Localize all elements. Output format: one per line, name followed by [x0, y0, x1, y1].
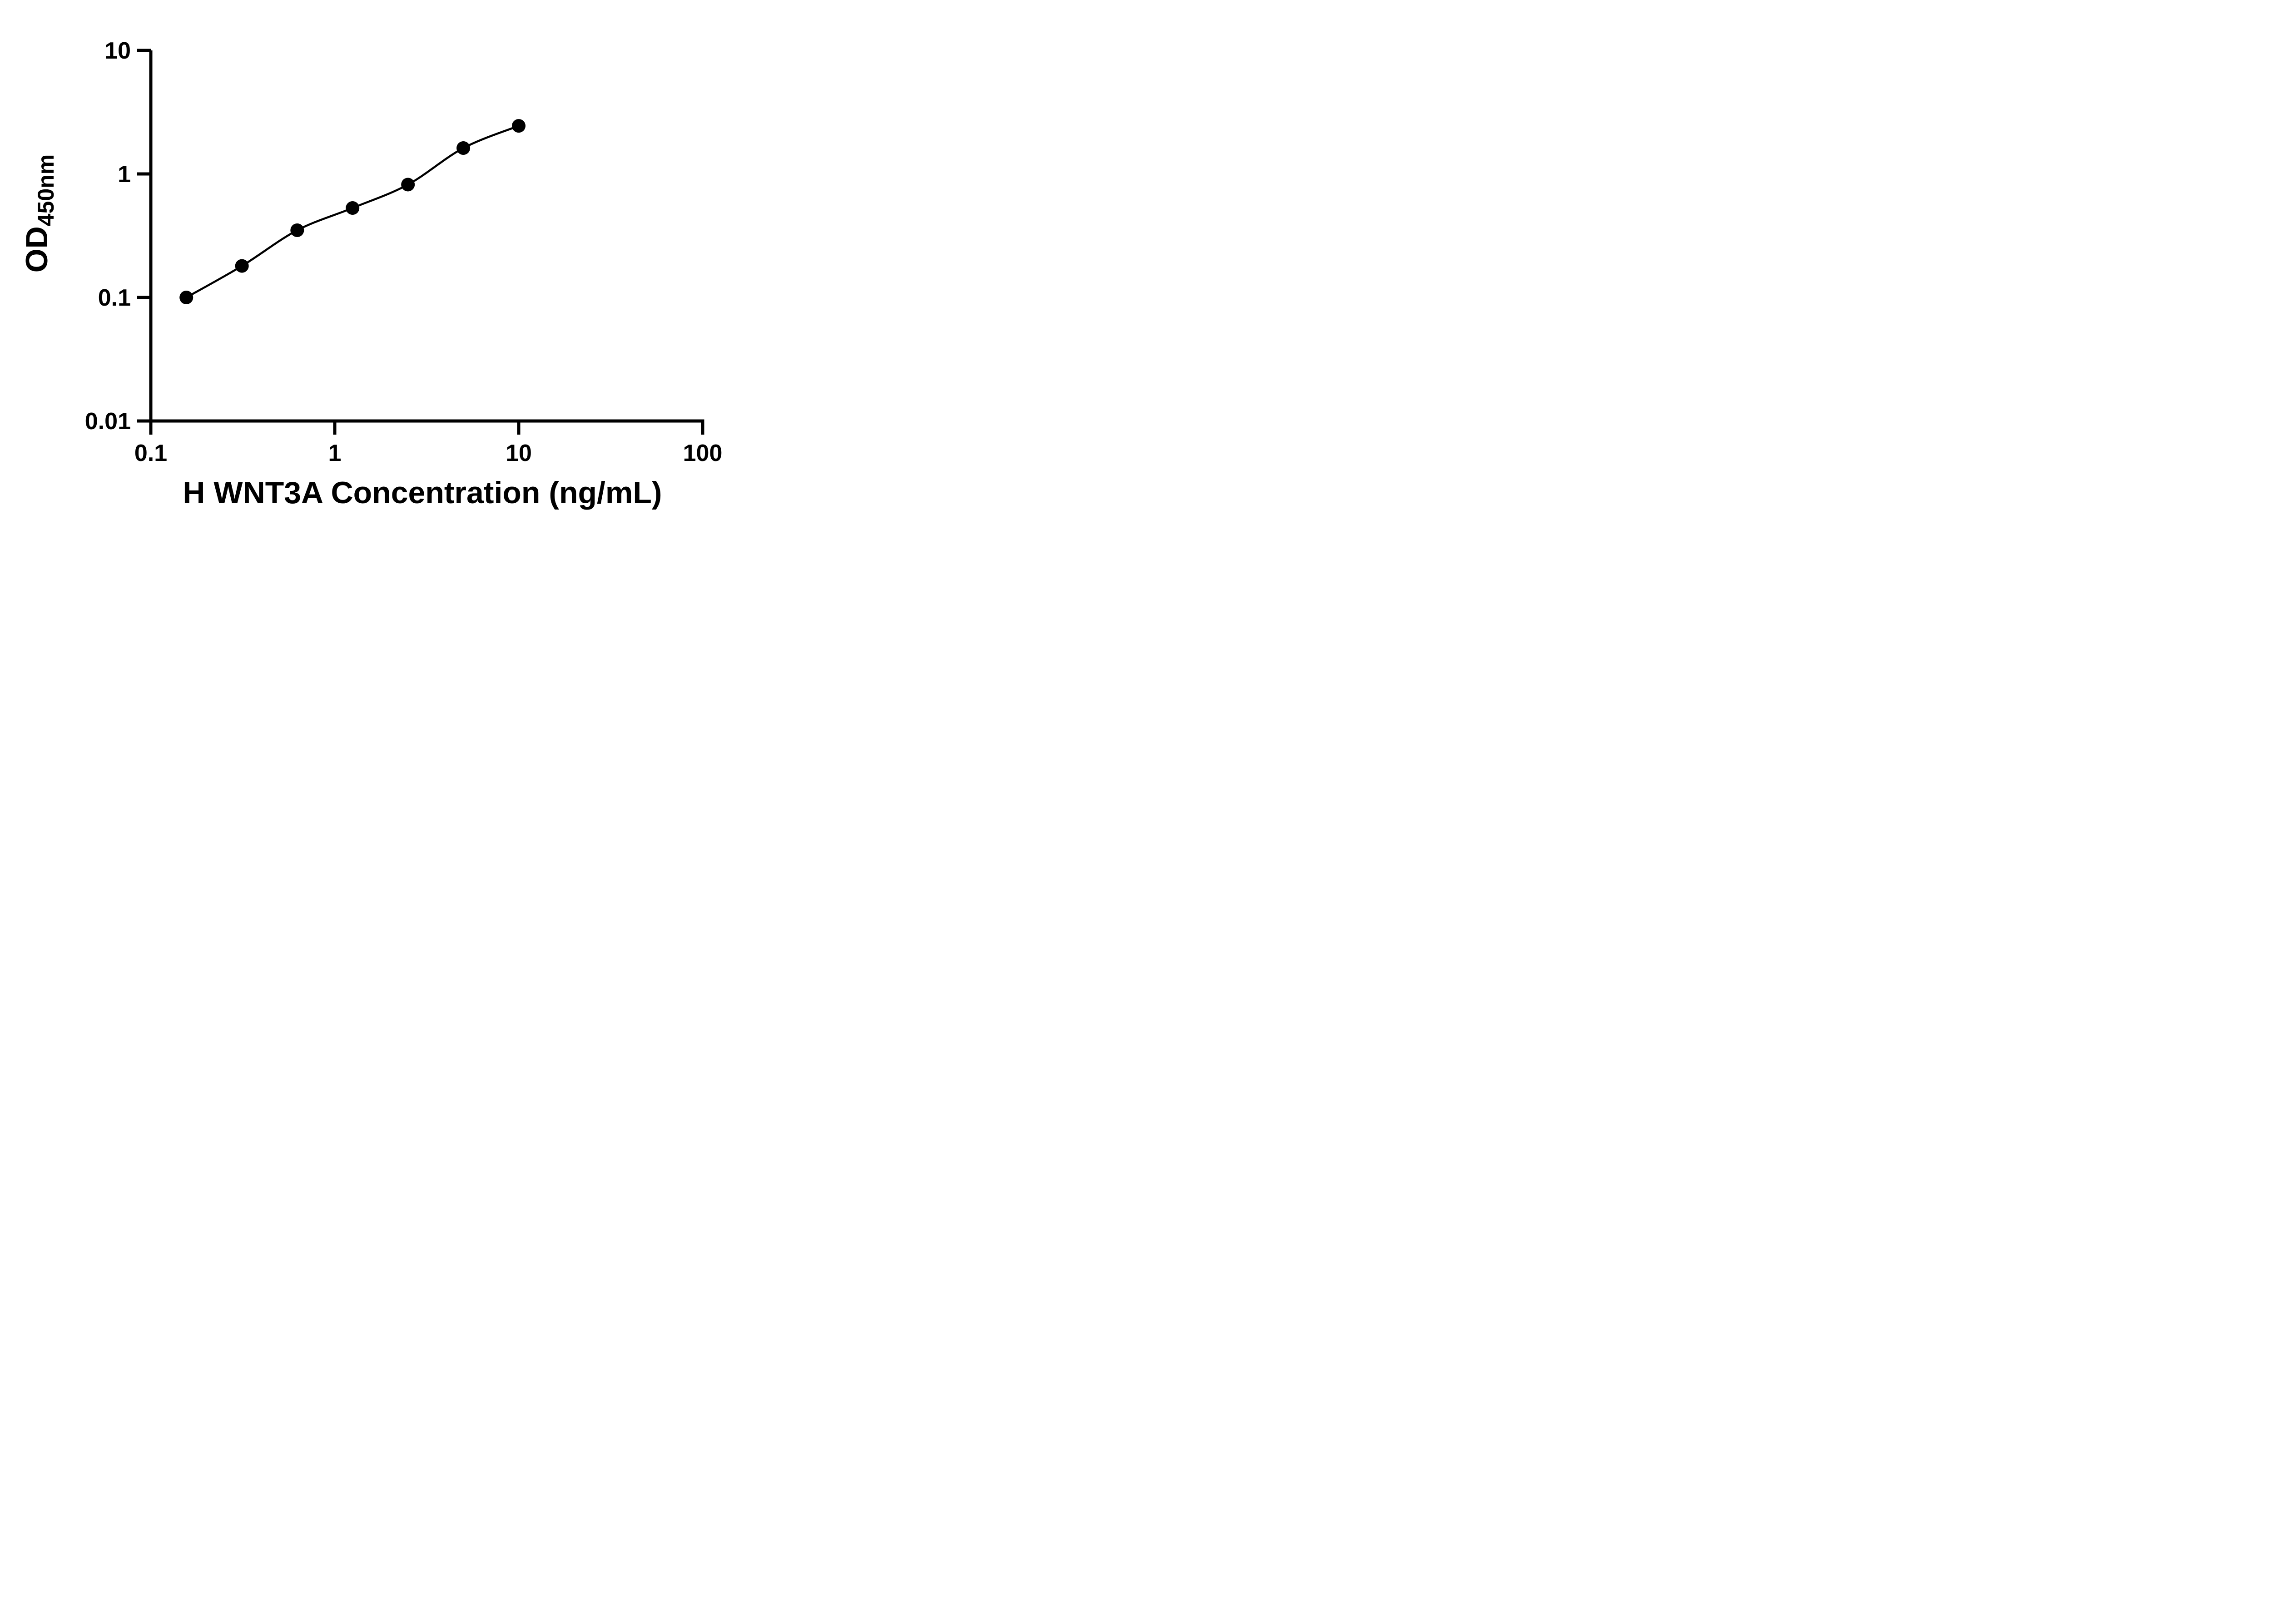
chart-figure: 0.1 1 10 100 0.01 0.1 1 10 H WNT3A Concentratio…	[0, 0, 777, 541]
data-point-marker	[290, 223, 304, 238]
y-tick-label: 0.01	[85, 408, 131, 435]
x-tick-label: 100	[683, 440, 723, 466]
data-series	[179, 119, 526, 304]
data-point-marker	[456, 141, 471, 155]
y-axis-label-main: OD	[20, 226, 54, 272]
x-tick-label: 10	[506, 440, 532, 466]
x-axis-label: H WNT3A Concentration (ng/mL)	[183, 475, 662, 510]
y-tick-label: 10	[104, 38, 131, 64]
data-point-marker	[512, 119, 526, 133]
tick-marks	[137, 49, 704, 435]
data-point-marker	[401, 178, 415, 192]
data-point-marker	[235, 259, 249, 273]
data-point-marker	[346, 201, 360, 215]
y-tick-label: 0.1	[98, 285, 131, 311]
x-tick-label: 0.1	[134, 440, 167, 466]
y-axis-label-sub: 450nm	[33, 154, 59, 226]
axes	[149, 50, 704, 423]
y-axis-label: OD450nm	[20, 154, 59, 272]
x-tick-label: 1	[328, 440, 342, 466]
data-point-marker	[179, 291, 193, 304]
y-tick-label: 1	[118, 161, 131, 188]
